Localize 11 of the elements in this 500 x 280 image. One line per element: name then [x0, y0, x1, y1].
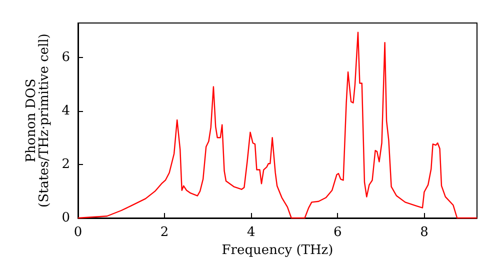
x-tick-label: 0 [74, 225, 82, 240]
x-tick-label: 8 [420, 225, 428, 240]
x-tick-label: 2 [160, 225, 169, 240]
x-tick-label: 4 [246, 225, 256, 240]
x-tick-label: 6 [334, 225, 342, 240]
y-axis-title: Phonon DOS (States/THz·primitive cell) [24, 33, 52, 208]
y-tick-label: 4 [62, 103, 70, 118]
y-tick-label: 6 [62, 50, 70, 65]
x-axis-title: Frequency (THz) [222, 242, 334, 258]
y-tick-label: 2 [62, 156, 70, 172]
y-tick-label: 0 [62, 210, 70, 226]
